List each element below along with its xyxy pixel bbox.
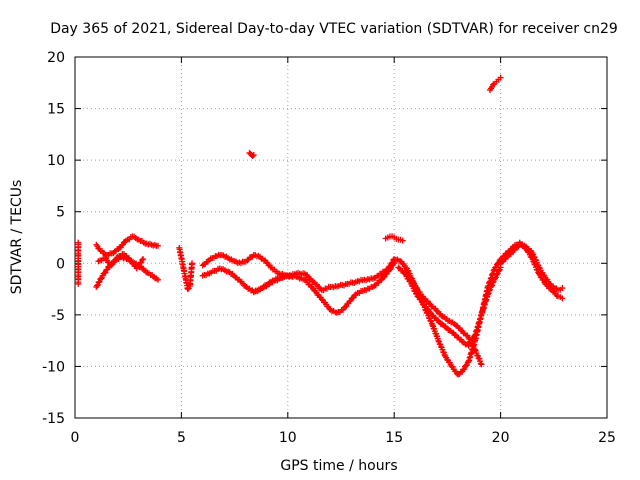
data-point <box>477 360 484 367</box>
data-point <box>399 237 406 244</box>
data-point <box>342 303 349 310</box>
data-point <box>388 260 395 267</box>
data-point <box>263 259 270 266</box>
data-point <box>426 300 433 307</box>
y-tick-label: 5 <box>56 205 65 221</box>
data-point <box>111 258 118 265</box>
data-point <box>140 256 147 263</box>
data-point <box>510 247 517 254</box>
data-point <box>486 287 493 294</box>
data-point <box>184 286 191 293</box>
x-tick-label: 25 <box>598 430 616 446</box>
y-axis-label: SDTVAR / TECUs <box>9 180 25 295</box>
y-tick-label: 15 <box>47 102 65 118</box>
axis-tick-labels: 0 5 10 15 20 25 -15 -10 -5 0 5 10 15 20 <box>42 50 616 446</box>
data-point <box>492 264 499 271</box>
data-point <box>484 291 491 298</box>
data-point <box>154 242 161 249</box>
data-point <box>386 263 393 270</box>
data-point <box>559 285 566 292</box>
data-point <box>486 286 493 293</box>
data-point <box>381 272 388 279</box>
data-point <box>472 346 479 353</box>
data-point <box>490 81 497 88</box>
data-point <box>438 313 445 320</box>
data-point <box>379 275 386 282</box>
data-point <box>478 361 485 368</box>
data-point <box>249 153 256 160</box>
y-tick-label: 10 <box>47 153 65 169</box>
plot-area-border <box>74 56 608 419</box>
data-point <box>460 366 467 373</box>
data-point <box>250 151 257 158</box>
data-point <box>489 282 496 289</box>
data-point <box>75 280 82 287</box>
chart-title: Day 365 of 2021, Sidereal Day-to-day VTE… <box>50 21 618 37</box>
axis-ticks <box>74 56 608 419</box>
y-tick-label: 0 <box>56 256 65 272</box>
data-point <box>458 327 465 334</box>
data-point <box>462 362 469 369</box>
data-point <box>154 276 161 283</box>
data-point <box>395 264 402 271</box>
y-tick-label: -5 <box>51 308 65 324</box>
y-tick-label: -15 <box>42 411 65 427</box>
x-tick-label: 5 <box>177 430 186 446</box>
data-point <box>497 74 504 81</box>
data-point <box>488 283 495 290</box>
data-point <box>108 262 115 269</box>
x-tick-label: 15 <box>385 430 403 446</box>
data-point <box>496 267 503 274</box>
x-tick-label: 20 <box>492 430 510 446</box>
y-tick-label: 20 <box>47 50 65 66</box>
x-axis-label: GPS time / hours <box>280 458 397 474</box>
data-point <box>485 290 492 297</box>
data-point <box>559 295 566 302</box>
data-point <box>427 309 434 316</box>
data-point <box>189 260 196 267</box>
data-point <box>94 282 101 289</box>
x-tick-label: 0 <box>71 430 80 446</box>
data-point <box>492 275 499 282</box>
grid <box>75 57 607 418</box>
data-point <box>95 279 102 286</box>
data-points <box>75 74 566 378</box>
data-point <box>346 298 353 305</box>
data-point <box>493 271 500 278</box>
data-point <box>433 307 440 314</box>
y-tick-label: -10 <box>42 359 65 375</box>
x-tick-label: 10 <box>279 430 297 446</box>
